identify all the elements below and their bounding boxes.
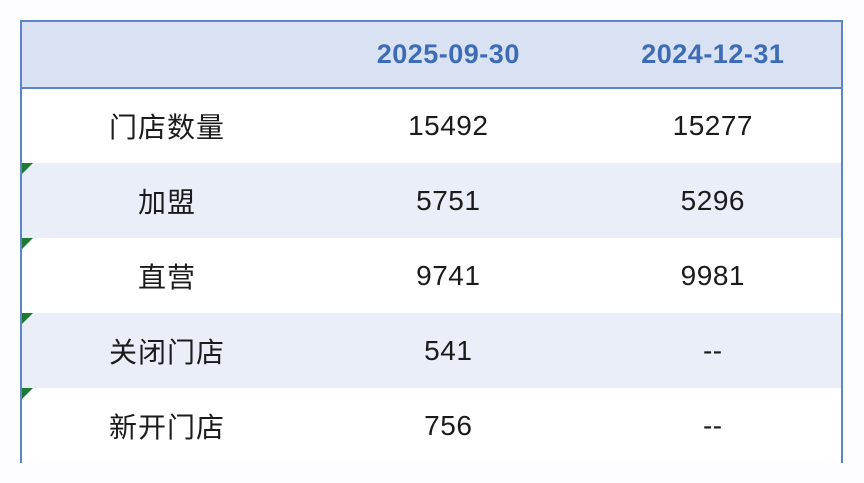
stats-table: 2025-09-30 2024-12-31 门店数量 15492 15277 加盟 57… — [22, 22, 841, 463]
table-body: 门店数量 15492 15277 加盟 5751 5296 直营 9741 9981 关闭门店 54… — [22, 88, 841, 463]
value-cell-2025-09-30: 15492 — [408, 110, 489, 141]
row-label-cell: 门店数量 — [22, 88, 312, 163]
table-header-row: 2025-09-30 2024-12-31 — [22, 22, 841, 89]
row-label-text: 新开门店 — [108, 411, 225, 443]
table-row: 加盟 5751 5296 — [22, 163, 841, 238]
column-header-2024-12-31: 2024-12-31 — [584, 22, 841, 89]
value-cell-2024-12-31: 15277 — [672, 110, 753, 141]
row-label-cell: 新开门店 — [22, 388, 312, 463]
row-label-text: 关闭门店 — [108, 336, 225, 368]
table-row: 直营 9741 9981 — [22, 238, 841, 313]
value-cell-2025-09-30: 756 — [424, 409, 473, 441]
green-triangle-icon — [22, 163, 33, 174]
table-row: 新开门店 756 -- — [22, 388, 841, 463]
green-triangle-icon — [22, 238, 33, 249]
store-count-summary-table: 2025-09-30 2024-12-31 门店数量 15492 15277 加盟 57… — [20, 20, 843, 463]
row-label-cell: 直营 — [22, 238, 312, 313]
value-cell-2024-12-31: -- — [702, 409, 723, 441]
row-label-cell: 关闭门店 — [22, 313, 312, 388]
column-header-2025-09-30: 2025-09-30 — [311, 22, 585, 89]
row-label-text: 加盟 — [137, 186, 196, 218]
value-cell-2025-09-30: 9741 — [416, 259, 481, 291]
column-header-label — [22, 22, 312, 89]
row-label-cell: 加盟 — [22, 163, 312, 238]
table-row: 关闭门店 541 -- — [22, 313, 841, 388]
value-cell-2025-09-30: 5751 — [416, 184, 481, 216]
green-triangle-icon — [22, 388, 33, 399]
value-cell-2025-09-30: 541 — [424, 334, 473, 366]
table-header: 2025-09-30 2024-12-31 — [22, 22, 841, 89]
value-cell-2024-12-31: 5296 — [680, 184, 745, 216]
value-cell-2024-12-31: 9981 — [680, 259, 745, 291]
value-cell-2024-12-31: -- — [702, 334, 723, 366]
row-label-text: 直营 — [137, 261, 196, 293]
green-triangle-icon — [22, 313, 33, 324]
row-label-text: 门店数量 — [108, 112, 225, 143]
table-row: 门店数量 15492 15277 — [22, 88, 841, 163]
